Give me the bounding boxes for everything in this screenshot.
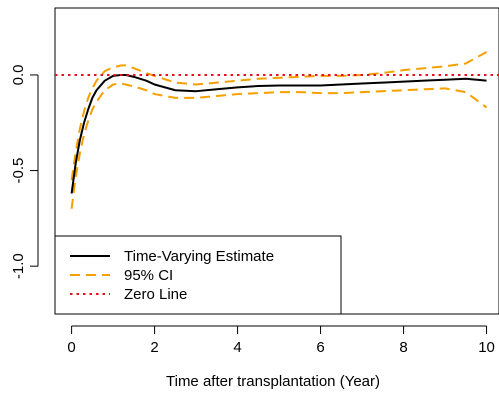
legend-label-estimate: Time-Varying Estimate: [124, 248, 274, 265]
x-tick-label: 10: [478, 339, 495, 356]
legend-label-zero: Zero Line: [124, 286, 187, 303]
x-tick-label: 8: [399, 339, 407, 356]
y-tick-label: 0.0: [10, 65, 27, 86]
x-tick-label: 4: [233, 339, 241, 356]
x-tick-label: 0: [67, 339, 75, 356]
legend-label-ci: 95% CI: [124, 267, 173, 284]
x-axis: 0 2 4 6 8 10: [67, 325, 495, 356]
legend: Time-Varying Estimate 95% CI Zero Line: [54, 235, 342, 315]
series-layer: [55, 51, 499, 209]
ci-upper-line: [70, 51, 488, 181]
x-tick-label: 2: [150, 339, 158, 356]
y-tick-label: -0.5: [10, 158, 27, 184]
estimate-line: [70, 73, 487, 194]
x-tick-label: 6: [316, 339, 324, 356]
y-axis: -1.0 -0.5 0.0: [10, 65, 39, 279]
ci-lower-line: [70, 82, 488, 209]
y-tick-label: -1.0: [10, 253, 27, 279]
x-axis-title: Time after transplantation (Year): [166, 373, 380, 390]
